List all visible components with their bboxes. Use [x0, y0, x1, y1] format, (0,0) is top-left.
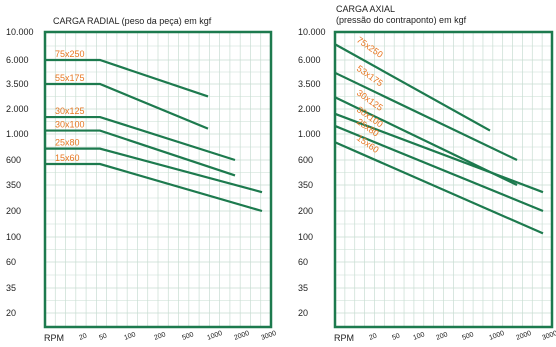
y-tick-label: 100: [6, 232, 21, 242]
series-label: 55x175: [55, 73, 85, 83]
x-axis-label: RPM: [334, 333, 354, 342]
y-tick-label: 350: [298, 180, 313, 190]
series-line: [334, 71, 518, 161]
grid: [45, 31, 271, 327]
y-tick-label: 35: [6, 283, 16, 293]
x-tick-label: 100: [123, 331, 136, 342]
x-tick-label: 1000: [488, 330, 505, 342]
x-tick-label: 3000: [260, 330, 277, 342]
x-tick-label: 500: [181, 331, 194, 342]
x-axis-label: RPM: [44, 333, 64, 342]
series-label: 15x60: [55, 153, 80, 163]
chart-title: CARGA AXIAL: [336, 4, 395, 14]
series-line: [45, 162, 263, 213]
series-label: 75x250: [355, 35, 385, 60]
series-line: [45, 129, 236, 177]
series-label: 30x100: [55, 120, 85, 130]
y-tick-label: 200: [6, 206, 21, 216]
y-tick-label: 1.000: [6, 129, 29, 139]
x-tick-label: 200: [153, 331, 166, 342]
y-tick-label: 60: [6, 257, 16, 267]
series-label: 25x80: [55, 138, 80, 148]
y-tick-label: 6.000: [298, 55, 321, 65]
series-label: 75x250: [55, 49, 85, 59]
x-tick-label: 3000: [541, 330, 556, 342]
y-tick-label: 60: [298, 257, 308, 267]
y-tick-label: 350: [6, 180, 21, 190]
chart-title: CARGA RADIAL (peso da peça) em kgf: [53, 16, 212, 26]
plot-frame: [43, 30, 273, 329]
y-tick-label: 3.500: [6, 79, 29, 89]
chart-subtitle: (pressão do contraponto) em kgf: [336, 15, 467, 25]
x-tick-label: 2000: [233, 330, 250, 342]
series-line: [45, 58, 209, 98]
y-tick-label: 600: [6, 155, 21, 165]
y-tick-label: 20: [298, 308, 308, 318]
series-line: [334, 112, 544, 194]
plot-frame: [333, 30, 554, 329]
series-line: [45, 147, 263, 194]
x-tick-label: 20: [368, 333, 378, 342]
y-tick-label: 600: [298, 155, 313, 165]
series-line: [45, 82, 209, 130]
series-line: [334, 43, 491, 132]
y-tick-label: 6.000: [6, 55, 29, 65]
x-tick-label: 2000: [515, 330, 532, 342]
y-tick-label: 3.500: [298, 79, 321, 89]
y-tick-label: 10.000: [298, 27, 326, 37]
x-tick-label: 500: [461, 331, 474, 342]
y-tick-label: 200: [298, 206, 313, 216]
series-line: [45, 115, 236, 162]
x-tick-label: 50: [98, 333, 108, 342]
x-tick-label: 100: [412, 331, 425, 342]
y-tick-label: 20: [6, 308, 16, 318]
series-line: [334, 124, 544, 213]
x-tick-label: 20: [78, 333, 88, 342]
radial-load-chart: CARGA RADIAL (peso da peça) em kgf 10.000…: [6, 16, 277, 343]
y-tick-label: 35: [298, 283, 308, 293]
series-label: 30x125: [55, 106, 85, 116]
y-tick-label: 2.000: [298, 104, 321, 114]
x-tick-label: 1000: [206, 330, 223, 342]
x-tick-label: 50: [391, 333, 401, 342]
y-tick-label: 2.000: [6, 104, 29, 114]
series-line: [334, 141, 544, 235]
y-tick-label: 10.000: [6, 27, 34, 37]
y-tick-label: 100: [298, 232, 313, 242]
axial-load-chart: CARGA AXIAL(pressão do contraponto) em k…: [298, 4, 556, 343]
y-tick-label: 1.000: [298, 129, 321, 139]
x-tick-label: 200: [435, 331, 448, 342]
